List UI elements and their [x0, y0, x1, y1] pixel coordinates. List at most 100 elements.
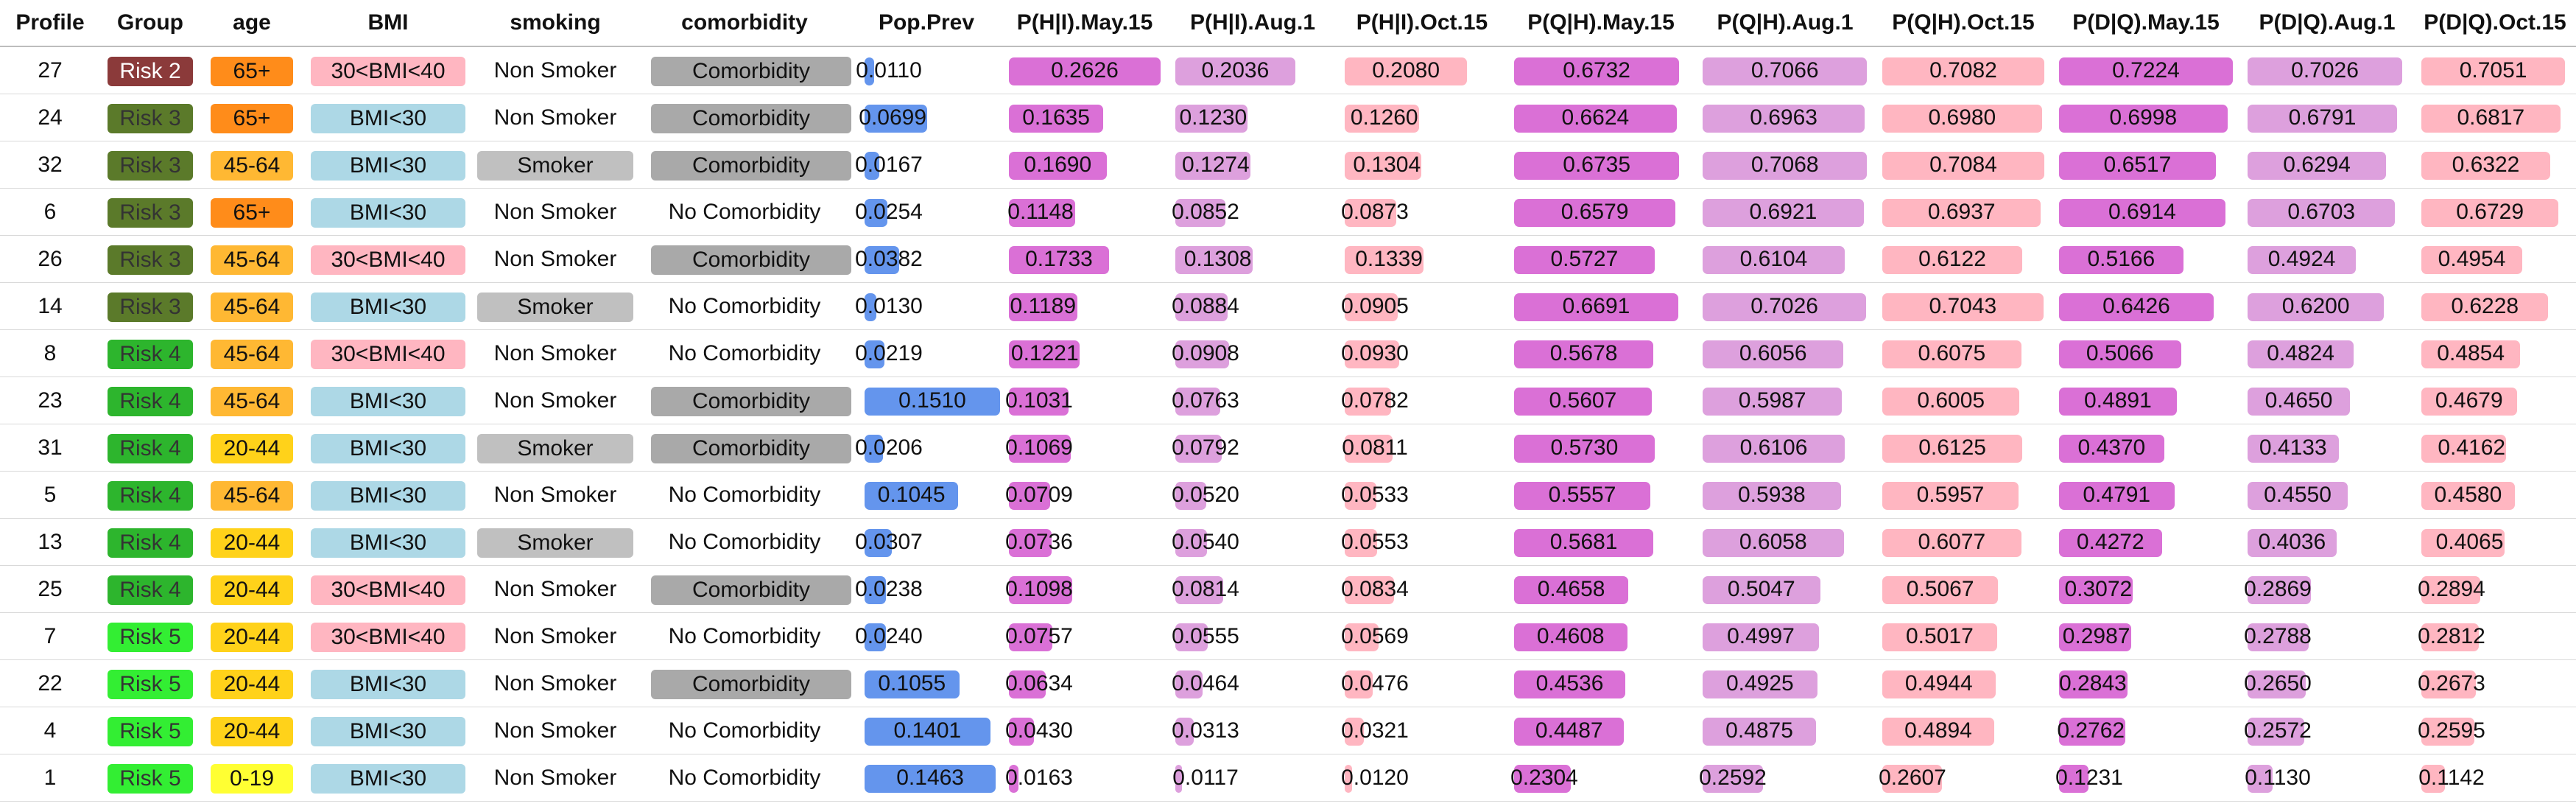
h-oct-value: 0.0569 [1341, 624, 1409, 648]
h-may-value: 0.0634 [1005, 671, 1073, 696]
q-aug-value: 0.6104 [1739, 247, 1808, 271]
smoking-cell: Non Smoker [493, 766, 617, 790]
d-oct-bar [2421, 576, 2481, 604]
h-oct-value: 0.0476 [1341, 671, 1409, 696]
table-row: 32 Risk 3 45-64 BMI<30 Smoker Comorbidity 0.01… [0, 141, 2576, 189]
h-may-bar [1009, 529, 1052, 557]
d-aug-value: 0.4133 [2259, 435, 2327, 460]
profile-cell: 4 [43, 718, 57, 743]
h-oct-value: 0.0533 [1341, 483, 1409, 507]
group-badge: Risk 3 [108, 293, 193, 322]
column-header-p-h-i-may-15[interactable]: P(H|I).May.15 [1016, 10, 1153, 35]
h-oct-bar [1345, 670, 1373, 698]
pop-prev-value: 0.0167 [855, 153, 923, 177]
h-aug-value: 0.1230 [1179, 105, 1247, 130]
column-header-bmi[interactable]: BMI [367, 10, 409, 35]
h-oct-bar [1345, 57, 1468, 85]
bmi-badge: BMI<30 [311, 528, 465, 558]
profile-cell: 22 [38, 671, 63, 696]
column-header-p-h-i-aug-1[interactable]: P(H|I).Aug.1 [1189, 10, 1316, 35]
column-header-p-q-h-may-15[interactable]: P(Q|H).May.15 [1527, 10, 1675, 35]
d-may-bar [2059, 388, 2177, 416]
group-badge: Risk 2 [108, 57, 193, 86]
group-badge: Risk 5 [108, 764, 193, 794]
d-may-value: 0.4272 [2076, 530, 2144, 554]
age-badge: 45-64 [211, 293, 293, 322]
d-aug-value: 0.6294 [2283, 153, 2351, 177]
d-may-bar [2059, 482, 2175, 510]
q-may-value: 0.6579 [1560, 200, 1629, 224]
comorbidity-badge: Comorbidity [651, 151, 851, 181]
q-oct-bar [1882, 670, 1996, 698]
h-may-value: 0.0757 [1005, 624, 1073, 648]
smoking-cell: Non Smoker [493, 483, 617, 507]
row-divider [0, 282, 2576, 283]
q-aug-value: 0.6058 [1739, 530, 1807, 554]
q-may-value: 0.5681 [1549, 530, 1618, 554]
age-badge: 45-64 [211, 340, 293, 369]
smoking-cell: Non Smoker [493, 247, 617, 271]
column-header-p-q-h-aug-1[interactable]: P(Q|H).Aug.1 [1717, 10, 1854, 35]
q-aug-bar [1703, 199, 1864, 227]
column-header-group[interactable]: Group [117, 10, 183, 35]
column-header-comorbidity[interactable]: comorbidity [681, 10, 808, 35]
d-aug-value: 0.2650 [2244, 671, 2312, 696]
h-aug-value: 0.1274 [1181, 153, 1250, 177]
q-oct-bar [1882, 576, 1999, 604]
group-badge: Risk 3 [108, 104, 193, 133]
smoking-badge: Smoker [477, 528, 633, 558]
h-aug-bar [1175, 105, 1248, 133]
column-header-p-h-i-oct-15[interactable]: P(H|I).Oct.15 [1356, 10, 1488, 35]
profile-cell: 23 [38, 388, 63, 413]
group-badge: Risk 3 [108, 198, 193, 228]
q-aug-value: 0.6963 [1750, 105, 1817, 130]
column-header-profile[interactable]: Profile [15, 10, 85, 35]
h-aug-bar [1175, 246, 1253, 274]
column-header-p-d-q-may-15[interactable]: P(D|Q).May.15 [2072, 10, 2220, 35]
column-header-p-d-q-oct-15[interactable]: P(D|Q).Oct.15 [2424, 10, 2566, 35]
d-may-bar [2059, 529, 2162, 557]
h-aug-bar [1175, 529, 1208, 557]
d-oct-value: 0.4065 [2435, 530, 2504, 554]
d-may-bar [2059, 293, 2214, 321]
pop-prev-bar [865, 246, 899, 274]
profile-cell: 25 [38, 577, 63, 601]
smoking-cell: Non Smoker [493, 577, 617, 601]
q-oct-bar [1882, 718, 1994, 746]
column-header-p-q-h-oct-15[interactable]: P(Q|H).Oct.15 [1892, 10, 2035, 35]
pop-prev-value: 0.1055 [878, 671, 946, 696]
d-oct-bar [2421, 199, 2559, 227]
pop-prev-bar [865, 435, 884, 463]
h-oct-value: 0.0782 [1341, 388, 1409, 413]
h-oct-value: 0.0120 [1341, 766, 1409, 790]
d-may-bar [2059, 576, 2133, 604]
h-aug-value: 0.0852 [1172, 200, 1239, 224]
age-badge: 45-64 [211, 151, 293, 181]
column-header-age[interactable]: age [233, 10, 271, 35]
column-header-p-d-q-aug-1[interactable]: P(D|Q).Aug.1 [2259, 10, 2396, 35]
q-aug-value: 0.5047 [1727, 577, 1795, 601]
row-divider [0, 565, 2576, 566]
h-may-value: 0.0163 [1005, 766, 1073, 790]
d-aug-bar [2248, 435, 2339, 463]
h-aug-bar [1175, 576, 1224, 604]
row-divider [0, 659, 2576, 660]
h-may-bar [1009, 57, 1161, 85]
h-aug-bar [1175, 57, 1295, 85]
bmi-badge: 30<BMI<40 [311, 57, 465, 86]
q-may-bar [1514, 388, 1652, 416]
table-row: 7 Risk 5 20-44 30<BMI<40 Non Smoker No Comorb… [0, 613, 2576, 660]
h-may-bar [1009, 293, 1078, 321]
h-oct-bar [1345, 529, 1378, 557]
d-oct-bar [2421, 482, 2515, 510]
d-aug-value: 0.2572 [2244, 718, 2312, 743]
h-aug-value: 0.0313 [1172, 718, 1239, 743]
d-aug-bar [2248, 105, 2398, 133]
bmi-badge: BMI<30 [311, 670, 465, 699]
column-header-smoking[interactable]: smoking [510, 10, 601, 35]
column-header-pop-prev[interactable]: Pop.Prev [878, 10, 975, 35]
profile-cell: 24 [38, 105, 63, 130]
table-row: 5 Risk 4 45-64 BMI<30 Non Smoker No Comorbidi… [0, 472, 2576, 519]
q-aug-bar [1703, 576, 1820, 604]
h-oct-bar [1345, 199, 1396, 227]
